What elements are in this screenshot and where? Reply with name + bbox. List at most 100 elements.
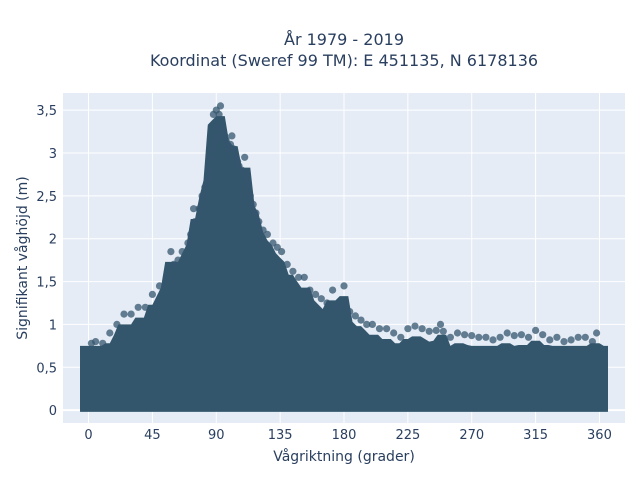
- y-axis-title: Signifikant våghöjd (m): [14, 176, 31, 339]
- data-point: [397, 333, 405, 341]
- data-point: [106, 329, 114, 337]
- y-axis-ticks: 0 0,5 1 1,5 2 2,5 3 3,5: [36, 104, 57, 419]
- data-point: [249, 200, 257, 208]
- data-point: [263, 230, 271, 238]
- data-point: [198, 192, 206, 200]
- x-tick-label: 225: [395, 428, 420, 443]
- point-cloud-area: [80, 116, 608, 411]
- y-tick-label: 3: [49, 147, 57, 162]
- data-point: [363, 320, 371, 328]
- data-point: [340, 282, 348, 290]
- data-point: [425, 327, 433, 335]
- data-point: [212, 106, 220, 114]
- y-tick-label: 1,5: [36, 276, 57, 291]
- data-point: [588, 338, 597, 346]
- data-point: [475, 333, 483, 341]
- data-point: [346, 308, 354, 316]
- y-tick-label: 0: [49, 404, 57, 419]
- data-point: [243, 179, 252, 187]
- x-tick-label: 0: [84, 428, 92, 443]
- data-point: [553, 333, 561, 341]
- data-point: [439, 327, 447, 335]
- scatter-series: [87, 102, 601, 347]
- data-point: [390, 329, 398, 337]
- data-point: [546, 336, 554, 344]
- point-cloud: [80, 116, 608, 412]
- data-point: [278, 248, 286, 256]
- data-point: [226, 140, 235, 148]
- data-point: [167, 248, 175, 256]
- data-point: [113, 320, 121, 328]
- data-point: [134, 303, 142, 311]
- x-tick-label: 45: [144, 428, 161, 443]
- data-point: [295, 273, 303, 281]
- data-point: [127, 310, 135, 318]
- y-tick-label: 0,5: [36, 361, 57, 376]
- data-point: [418, 325, 426, 333]
- data-point: [411, 322, 419, 330]
- data-point: [383, 325, 391, 333]
- data-point: [404, 325, 412, 333]
- data-point: [195, 205, 203, 213]
- data-point: [489, 336, 497, 344]
- data-point: [432, 326, 440, 334]
- data-point: [510, 332, 518, 340]
- x-tick-label: 360: [587, 428, 612, 443]
- data-point: [120, 310, 128, 318]
- data-point: [204, 175, 212, 183]
- data-point: [351, 312, 359, 320]
- data-point: [317, 295, 325, 303]
- chart-title: År 1979 - 2019: [284, 30, 404, 49]
- data-point: [228, 132, 236, 140]
- data-point: [436, 320, 445, 328]
- data-point: [340, 299, 348, 307]
- data-point: [482, 333, 490, 341]
- data-point: [539, 331, 547, 339]
- x-tick-label: 90: [208, 428, 225, 443]
- data-point: [241, 170, 249, 178]
- data-point: [312, 290, 320, 298]
- data-point: [148, 290, 156, 298]
- data-point: [453, 329, 462, 337]
- data-point: [524, 333, 533, 341]
- data-point: [209, 145, 217, 153]
- x-axis-title: Vågriktning (grader): [273, 448, 415, 465]
- data-point: [99, 339, 107, 347]
- data-point: [567, 336, 575, 344]
- y-tick-label: 3,5: [36, 104, 57, 119]
- data-point: [375, 325, 384, 333]
- data-point: [205, 166, 213, 174]
- data-point: [593, 329, 601, 337]
- data-point: [581, 333, 589, 341]
- data-point: [178, 248, 186, 256]
- data-point: [357, 316, 365, 324]
- data-point: [289, 267, 297, 275]
- data-point: [532, 326, 540, 334]
- x-tick-label: 135: [268, 428, 293, 443]
- data-point: [190, 205, 198, 213]
- data-point: [184, 239, 192, 247]
- data-point: [163, 273, 171, 281]
- data-point: [468, 332, 476, 340]
- data-point: [174, 256, 182, 264]
- data-point: [368, 320, 376, 328]
- data-point: [219, 132, 227, 140]
- y-tick-label: 1: [49, 318, 57, 333]
- x-tick-label: 315: [523, 428, 548, 443]
- data-point: [560, 338, 568, 346]
- data-point: [461, 331, 469, 339]
- data-point: [329, 286, 337, 294]
- data-point: [503, 329, 511, 337]
- data-point: [334, 303, 342, 311]
- data-point: [306, 286, 314, 294]
- data-point: [446, 333, 454, 341]
- data-point: [246, 192, 254, 200]
- data-point: [517, 331, 526, 339]
- data-point: [191, 218, 199, 226]
- data-point: [251, 209, 259, 217]
- data-point: [155, 282, 164, 290]
- data-point: [255, 218, 263, 226]
- data-point: [212, 132, 220, 140]
- data-point: [92, 338, 100, 346]
